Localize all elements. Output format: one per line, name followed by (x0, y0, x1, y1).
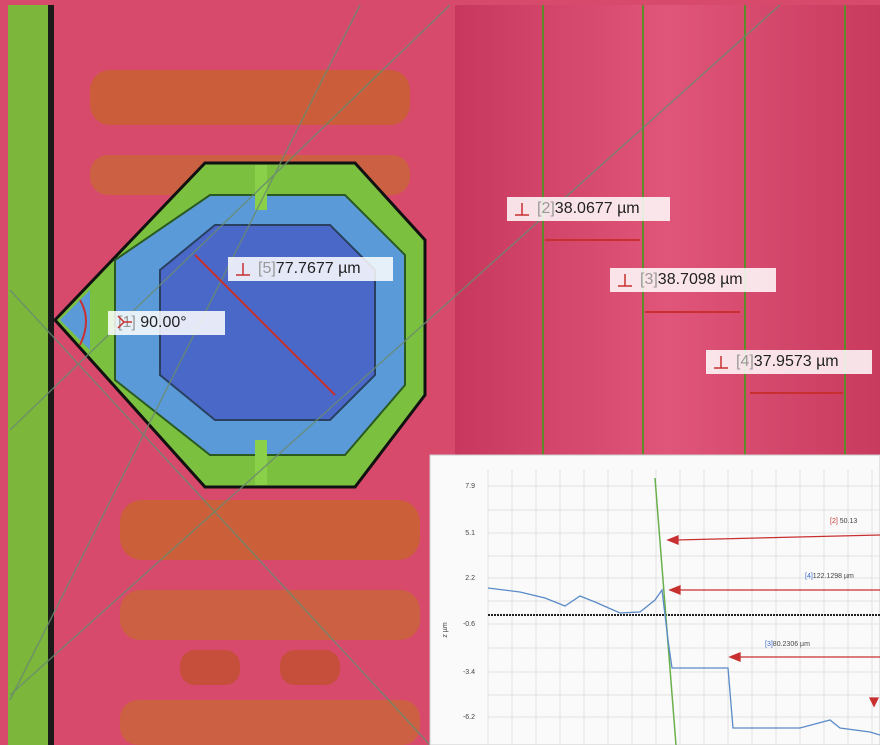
annotation-value: 50.13 (840, 518, 858, 525)
measurement-label: [4]37.9573 µm (706, 350, 872, 374)
measurement-index: [5] (258, 260, 276, 277)
svg-text:[5]77.7677 µm: [5]77.7677 µm (258, 260, 361, 277)
y-tick-label: 2.2 (465, 575, 475, 582)
measurement-value: 37.9573 µm (754, 353, 839, 370)
annotation-index: [4] (805, 573, 813, 580)
measurement-index: [4] (736, 353, 754, 370)
measurement-index: [2] (537, 200, 555, 217)
measurement-label: [5]77.7677 µm (228, 257, 393, 281)
measurement-value: 90.00° (140, 314, 186, 331)
measurement-value: 38.0677 µm (555, 200, 640, 217)
svg-text:[2]38.0677 µm: [2]38.0677 µm (537, 200, 640, 217)
svg-text:[2] 50.13: [2] 50.13 (830, 518, 857, 525)
svg-text:[4]37.9573 µm: [4]37.9573 µm (736, 353, 839, 370)
measurement-value: 38.7098 µm (658, 271, 743, 288)
svg-text:[3]38.7098 µm: [3]38.7098 µm (640, 271, 743, 288)
annotation-value: 122.1298 µm (813, 573, 854, 580)
annotation-value: 80.2306 µm (773, 641, 810, 648)
annotation-index: [3] (765, 641, 773, 648)
y-tick-label: -3.4 (463, 669, 475, 676)
annotation-index: [2] (830, 518, 838, 525)
y-tick-label: -0.6 (463, 621, 475, 628)
measurement-index: [3] (640, 271, 658, 288)
svg-text:[3]80.2306 µm: [3]80.2306 µm (765, 641, 810, 648)
measurement-label: [1] 90.00° (108, 311, 225, 335)
label-icons (117, 203, 728, 369)
profile-panel: z µm 7.9 5.1 2.2 -0.6 -3.4 -6.2 [2] 50.13 [4]… (429, 454, 880, 745)
measurement-value: 77.7677 µm (276, 260, 361, 277)
y-tick-label: 5.1 (465, 530, 475, 537)
measurement-label: [3]38.7098 µm (610, 268, 776, 292)
svg-text:[4]122.1298 µm: [4]122.1298 µm (805, 573, 854, 580)
y-tick-label: -6.2 (463, 714, 475, 721)
y-axis-label: z µm (442, 622, 449, 637)
measurement-label: [2]38.0677 µm (507, 197, 670, 221)
y-tick-label: 7.9 (465, 483, 475, 490)
